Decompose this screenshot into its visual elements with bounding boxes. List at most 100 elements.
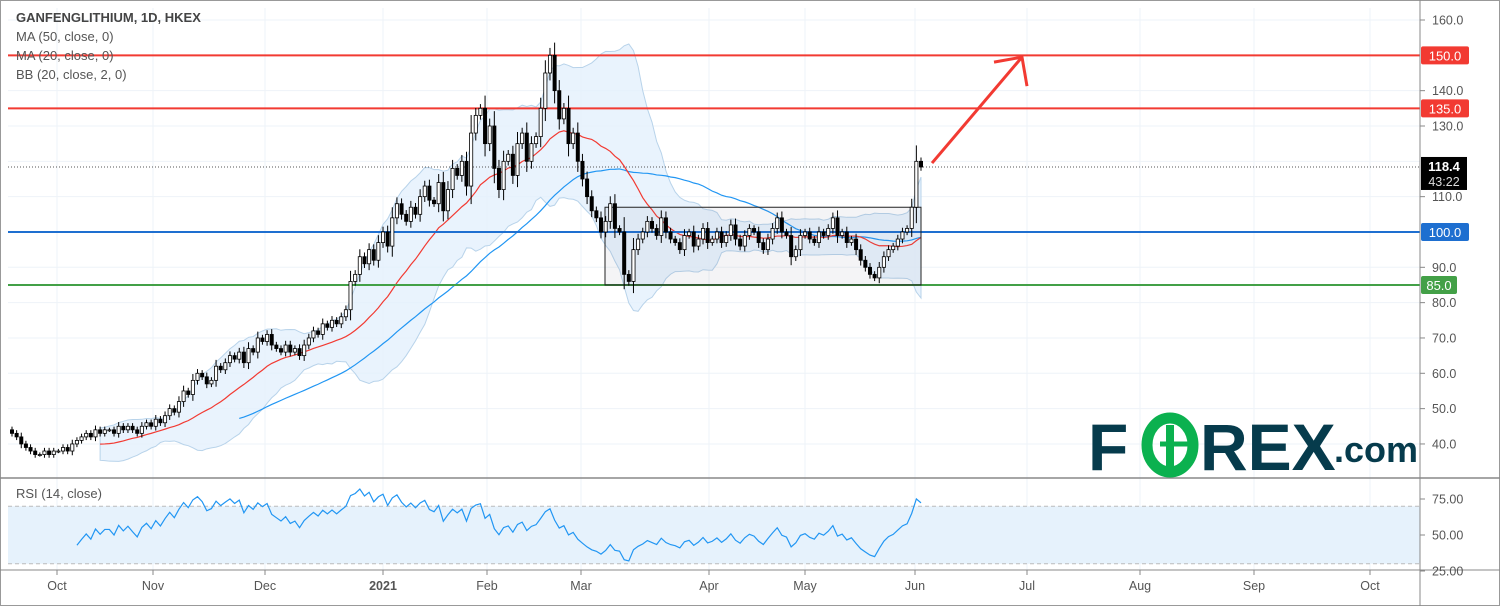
candle [61,444,66,455]
candle [469,115,474,205]
candle-body [603,220,608,233]
rsi-legend[interactable]: RSI (14, close) [16,486,102,501]
candle-body [835,217,840,236]
chart-legend: GANFENGLITHIUM, 1D, HKEX MA (50, close, … [16,8,201,84]
candle-body [682,235,687,251]
candle-body [348,281,353,311]
legend-ma20[interactable]: MA (20, close, 0) [16,48,114,63]
candle [835,210,840,243]
candle-body [23,443,28,448]
candle-body [362,256,367,265]
candle [872,271,877,282]
candle [710,235,715,246]
candle-body [473,114,478,134]
candle-body [849,238,854,243]
candle-body [617,228,622,233]
candle-body [650,220,655,229]
candle [798,229,803,257]
candle-body [821,231,826,236]
y-tick-label: 110.0 [1432,190,1462,204]
candle-body [830,217,835,229]
candle [705,222,710,249]
candle [158,416,163,426]
candle-body [190,379,195,395]
logo-f: F [1088,410,1129,484]
candle [612,194,617,238]
candle [492,111,497,184]
candle [696,234,701,251]
candle-body [696,238,701,247]
candle-body [469,132,474,187]
candle-body [79,436,84,441]
x-tick-label: Nov [142,579,165,593]
candle [789,227,794,266]
target-arrow [930,56,1024,165]
candle-body [306,337,311,346]
candle-body [877,266,882,279]
candle [770,223,775,245]
candle-body [710,238,715,243]
candle [93,425,98,442]
candle-body [70,443,75,452]
candle [738,234,743,251]
candle-body [394,203,399,219]
candle [246,342,251,370]
candle-body [214,365,219,381]
candle-body [116,425,121,434]
candle [102,426,107,437]
candle [357,249,362,282]
candle [881,251,886,273]
candle [316,327,321,338]
candle [274,341,279,352]
candle [297,344,302,360]
candle-body [510,153,515,176]
candle-body [408,206,413,222]
candle-body [905,228,910,233]
candle [362,252,367,269]
candle-body [441,182,446,212]
candle [422,180,427,202]
candle [65,444,70,455]
candle-body [589,196,594,212]
candle-body [881,256,886,268]
legend-bb[interactable]: BB (20, close, 2, 0) [16,67,127,82]
candle [487,118,492,152]
candle [320,318,325,340]
candle [793,245,798,261]
candle-body [130,425,135,431]
candle [687,228,692,239]
candle-body [455,167,460,176]
y-tick-label: 160.0 [1432,14,1463,28]
candle-body [223,362,228,371]
candle-body [886,249,891,258]
candle-body [659,217,664,236]
rsi-tick-label: 50.00 [1432,529,1463,543]
x-tick-label: May [793,579,817,593]
candle [724,231,729,247]
candle [826,224,831,240]
y-tick-label: 40.0 [1432,437,1456,451]
candle [200,370,205,381]
candle-body [367,249,372,265]
candle [125,423,130,434]
candle [575,122,580,172]
candle-body [320,323,325,335]
candle [552,42,557,104]
candle-body [464,160,469,187]
candle [394,197,399,225]
candle [622,217,627,290]
candle [144,419,149,430]
logo-suffix: .com [1334,429,1418,470]
ma50-line [239,168,922,420]
legend-ma50[interactable]: MA (50, close, 0) [16,29,114,44]
candle [436,174,441,213]
candle-body [543,72,548,109]
candle [557,80,562,130]
candle-body [297,348,302,357]
candle-body [283,344,288,353]
candle [367,243,372,271]
candle [496,159,501,199]
candle-body [353,273,358,282]
candle-body [793,249,798,258]
